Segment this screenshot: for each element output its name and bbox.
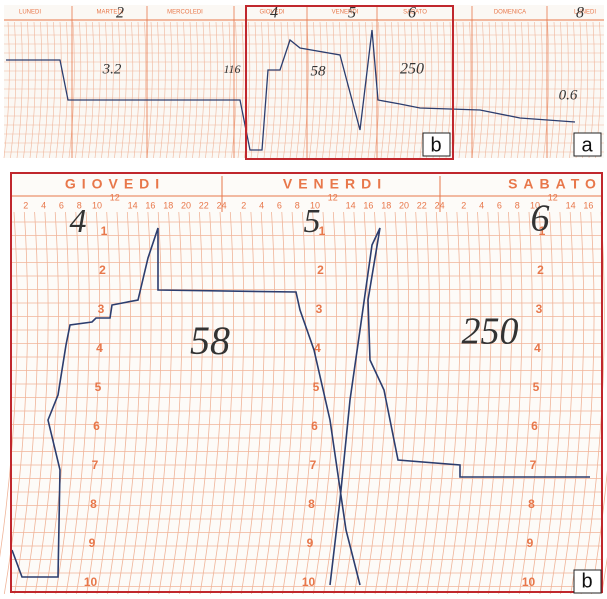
day-label: MERCOLEDI (167, 10, 203, 16)
scale-label: 7 (530, 458, 537, 472)
day-label: DOMENICA (494, 10, 526, 16)
hour-label: 20 (181, 200, 191, 210)
hour-label: 2 (23, 200, 28, 210)
hour-label: 22 (417, 200, 427, 210)
scale-label: 4 (96, 341, 103, 355)
scale-label: 10 (522, 575, 536, 589)
hour-label: 2 (461, 200, 466, 210)
handwriting: 4 (270, 5, 278, 22)
hour-label: 18 (163, 200, 173, 210)
panel-label: a (581, 134, 593, 156)
scale-label: 10 (84, 575, 98, 589)
hour-label: 22 (199, 200, 209, 210)
scale-label: 3 (316, 302, 323, 316)
scale-label: 7 (92, 458, 99, 472)
day-label: VENERDI (283, 176, 387, 192)
scale-label: 8 (90, 497, 97, 511)
hour-label: 6 (497, 200, 502, 210)
handwriting: 8 (576, 5, 584, 22)
hour-label: 6 (277, 200, 282, 210)
scale-label: 8 (308, 497, 315, 511)
scale-label: 9 (527, 536, 534, 550)
hour-label: 8 (295, 200, 300, 210)
panel-label: b (430, 134, 441, 156)
day-label: GIOVEDI (65, 176, 165, 192)
scale-label: 6 (93, 419, 100, 433)
figure: LUNEDIMARTEDIMERCOLEDIGIOVEDIVENERDISABA… (0, 0, 607, 594)
handwriting: 250 (400, 61, 424, 78)
scale-label: 5 (533, 380, 540, 394)
scale-label: 6 (531, 419, 538, 433)
hour-label: 4 (479, 200, 484, 210)
handwriting: 5 (348, 5, 356, 22)
hour-label: 12 (328, 192, 338, 202)
handwriting: 3.2 (102, 61, 122, 77)
handwriting: 0.6 (559, 87, 578, 103)
scale-label: 5 (95, 380, 102, 394)
scale-label: 2 (537, 263, 544, 277)
scale-label: 9 (307, 536, 314, 550)
day-label: LUNEDI (19, 10, 41, 16)
handwriting: 116 (223, 62, 240, 76)
scale-label: 8 (528, 497, 535, 511)
hour-label: 14 (346, 200, 356, 210)
scale-label: 2 (317, 263, 324, 277)
hour-label: 18 (381, 200, 391, 210)
handwriting: 5 (304, 203, 321, 240)
hour-label: 14 (566, 200, 576, 210)
hour-label: 4 (259, 200, 264, 210)
handwriting: 6 (408, 5, 416, 22)
scale-label: 2 (99, 263, 106, 277)
hour-label: 16 (363, 200, 373, 210)
scale-label: 3 (536, 302, 543, 316)
panel-label: b (581, 570, 592, 592)
hour-label: 2 (241, 200, 246, 210)
hour-label: 16 (583, 200, 593, 210)
handwriting: 58 (311, 63, 327, 79)
hour-label: 12 (110, 192, 120, 202)
hour-label: 6 (59, 200, 64, 210)
scale-label: 9 (89, 536, 96, 550)
handwriting: 58 (190, 318, 230, 363)
handwriting: 250 (462, 311, 519, 353)
handwriting: 4 (70, 203, 87, 240)
scale-label: 4 (534, 341, 541, 355)
scale-label: 6 (311, 419, 318, 433)
hour-label: 24 (217, 200, 227, 210)
scale-label: 10 (302, 575, 316, 589)
hour-label: 8 (515, 200, 520, 210)
scale-label: 3 (98, 302, 105, 316)
scale-label: 5 (313, 380, 320, 394)
hour-label: 4 (41, 200, 46, 210)
handwriting: 2 (116, 5, 124, 22)
hour-label: 14 (128, 200, 138, 210)
hour-label: 20 (399, 200, 409, 210)
hour-label: 24 (435, 200, 445, 210)
hour-label: 10 (92, 200, 102, 210)
day-label: SABATO (508, 176, 602, 192)
scale-label: 1 (101, 224, 108, 238)
handwriting: 6 (531, 198, 550, 240)
scale-label: 7 (310, 458, 317, 472)
hour-label: 16 (145, 200, 155, 210)
